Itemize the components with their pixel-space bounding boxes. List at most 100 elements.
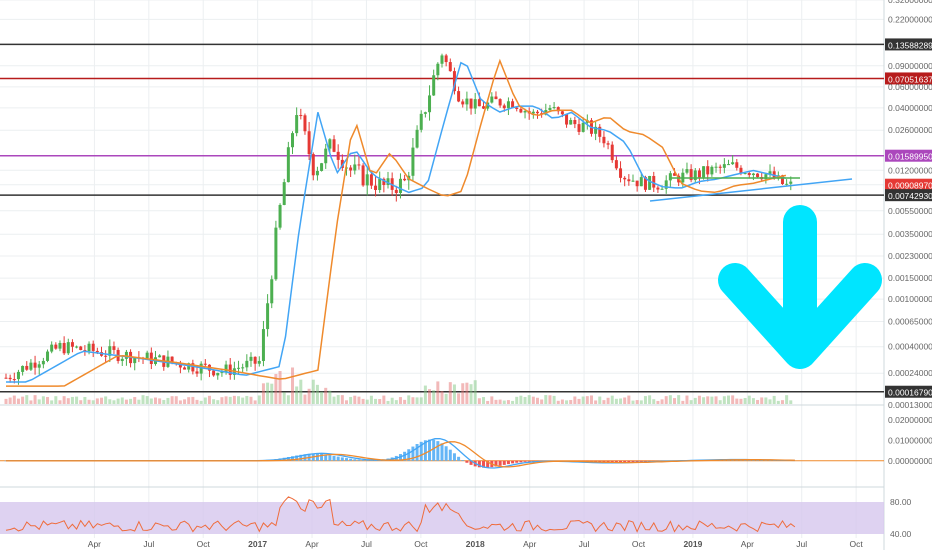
volume-bar — [195, 399, 199, 404]
volume-bar — [639, 400, 643, 404]
volume-bar — [75, 396, 79, 404]
candle-body — [523, 111, 527, 113]
volume-bar — [482, 397, 486, 404]
volume-bar — [598, 396, 602, 404]
candle-body — [419, 113, 423, 130]
time-tick-label: 2018 — [466, 539, 485, 549]
macd-histogram-bar — [635, 460, 639, 462]
candle-body — [228, 364, 232, 375]
volume-bar — [403, 399, 407, 404]
volume-bar — [780, 400, 784, 404]
volume-bar — [390, 397, 394, 404]
candle-body — [286, 147, 290, 183]
candle-body — [25, 365, 29, 370]
macd-histogram-bar — [469, 460, 473, 465]
volume-bar — [307, 388, 311, 404]
candle-body — [714, 166, 718, 168]
candle-body — [415, 129, 419, 148]
volume-bar — [58, 400, 62, 404]
volume-bar — [369, 395, 373, 404]
volume-bar — [668, 395, 672, 404]
candle-body — [494, 96, 498, 100]
candle-body — [457, 91, 461, 102]
trendlines — [649, 177, 853, 202]
volume-bar — [768, 399, 772, 404]
price-tick-label: 0.06000000 — [888, 82, 932, 92]
volume-bar — [673, 398, 677, 404]
volume-bar — [145, 396, 149, 404]
candle-body — [606, 143, 610, 145]
volume-bar — [266, 382, 270, 404]
volume-bar — [191, 396, 195, 404]
candle-body — [627, 179, 631, 182]
volume-bar — [174, 396, 178, 404]
candle-body — [469, 98, 473, 109]
candle-body — [29, 362, 33, 370]
volume-bar — [457, 393, 461, 404]
down-arrow — [718, 205, 882, 369]
candle-body — [560, 111, 564, 115]
volume-bar — [129, 398, 133, 404]
volume-bar — [183, 399, 187, 404]
time-tick-label: Apr — [305, 539, 318, 549]
macd-histogram-bar — [461, 460, 465, 461]
candle-body — [170, 356, 174, 363]
volume-bar — [739, 398, 743, 404]
price-tick-label: 0.00150000 — [888, 273, 932, 283]
candle-body — [212, 370, 216, 376]
price-axis[interactable]: 0.32000000 0.22000000 0.13588289 0.09000000… — [885, 0, 932, 539]
candle-body — [303, 115, 307, 132]
candle-body — [4, 377, 8, 379]
volume-bar — [79, 400, 83, 404]
rsi-line — [5, 496, 796, 533]
macd-histogram-bar — [403, 451, 407, 461]
volume-bar — [120, 397, 124, 404]
candle-body — [8, 377, 12, 380]
macd-histogram-bar — [444, 446, 448, 461]
volume-bar — [320, 391, 324, 404]
candle-body — [461, 101, 465, 105]
macd-histogram-bar — [519, 460, 523, 463]
volume-bar — [220, 397, 224, 404]
volume-bar — [660, 399, 664, 404]
volume-bar — [569, 399, 573, 404]
volume-bar — [452, 384, 456, 404]
volume-bar — [178, 400, 182, 404]
volume-bar — [83, 396, 87, 404]
candle-body — [340, 159, 344, 169]
rsi-tick-label: 80.00 — [890, 497, 912, 507]
volume-bar — [623, 397, 627, 404]
volume-bar — [241, 397, 245, 404]
candle-body — [394, 189, 398, 193]
macd-histogram-bar — [486, 460, 490, 468]
volume-bar — [382, 395, 386, 404]
volume-bar — [465, 382, 469, 404]
time-tick-label: Apr — [88, 539, 101, 549]
candle-body — [515, 107, 519, 110]
volume-bar — [643, 396, 647, 404]
candle-body — [70, 342, 74, 347]
macd-histogram-bar — [415, 444, 419, 461]
candle-body — [619, 168, 623, 178]
volume-bar — [386, 400, 390, 404]
macd-histogram-bar — [315, 453, 319, 461]
volume-bar — [702, 397, 706, 404]
candle-body — [108, 346, 112, 356]
volume-bar — [444, 393, 448, 404]
time-tick-label: Apr — [523, 539, 536, 549]
volume-bar — [498, 399, 502, 404]
volume-bar — [544, 395, 548, 404]
candle-body — [697, 170, 701, 178]
candle-body — [602, 136, 606, 144]
volume-bar — [635, 400, 639, 404]
macd-histogram-bar — [336, 456, 340, 461]
candle-body — [731, 162, 735, 165]
volume-bar — [693, 397, 697, 404]
volume-bar — [448, 382, 452, 404]
candle-body — [261, 329, 265, 361]
volume-bar — [257, 395, 261, 404]
volume-bar — [199, 400, 203, 404]
volume-bar — [4, 398, 8, 404]
candle-body — [33, 362, 37, 368]
time-axis[interactable]: Apr Jul Oct 2017 Apr Jul Oct 2018 Apr Jul Oct 2019 A… — [88, 539, 864, 549]
